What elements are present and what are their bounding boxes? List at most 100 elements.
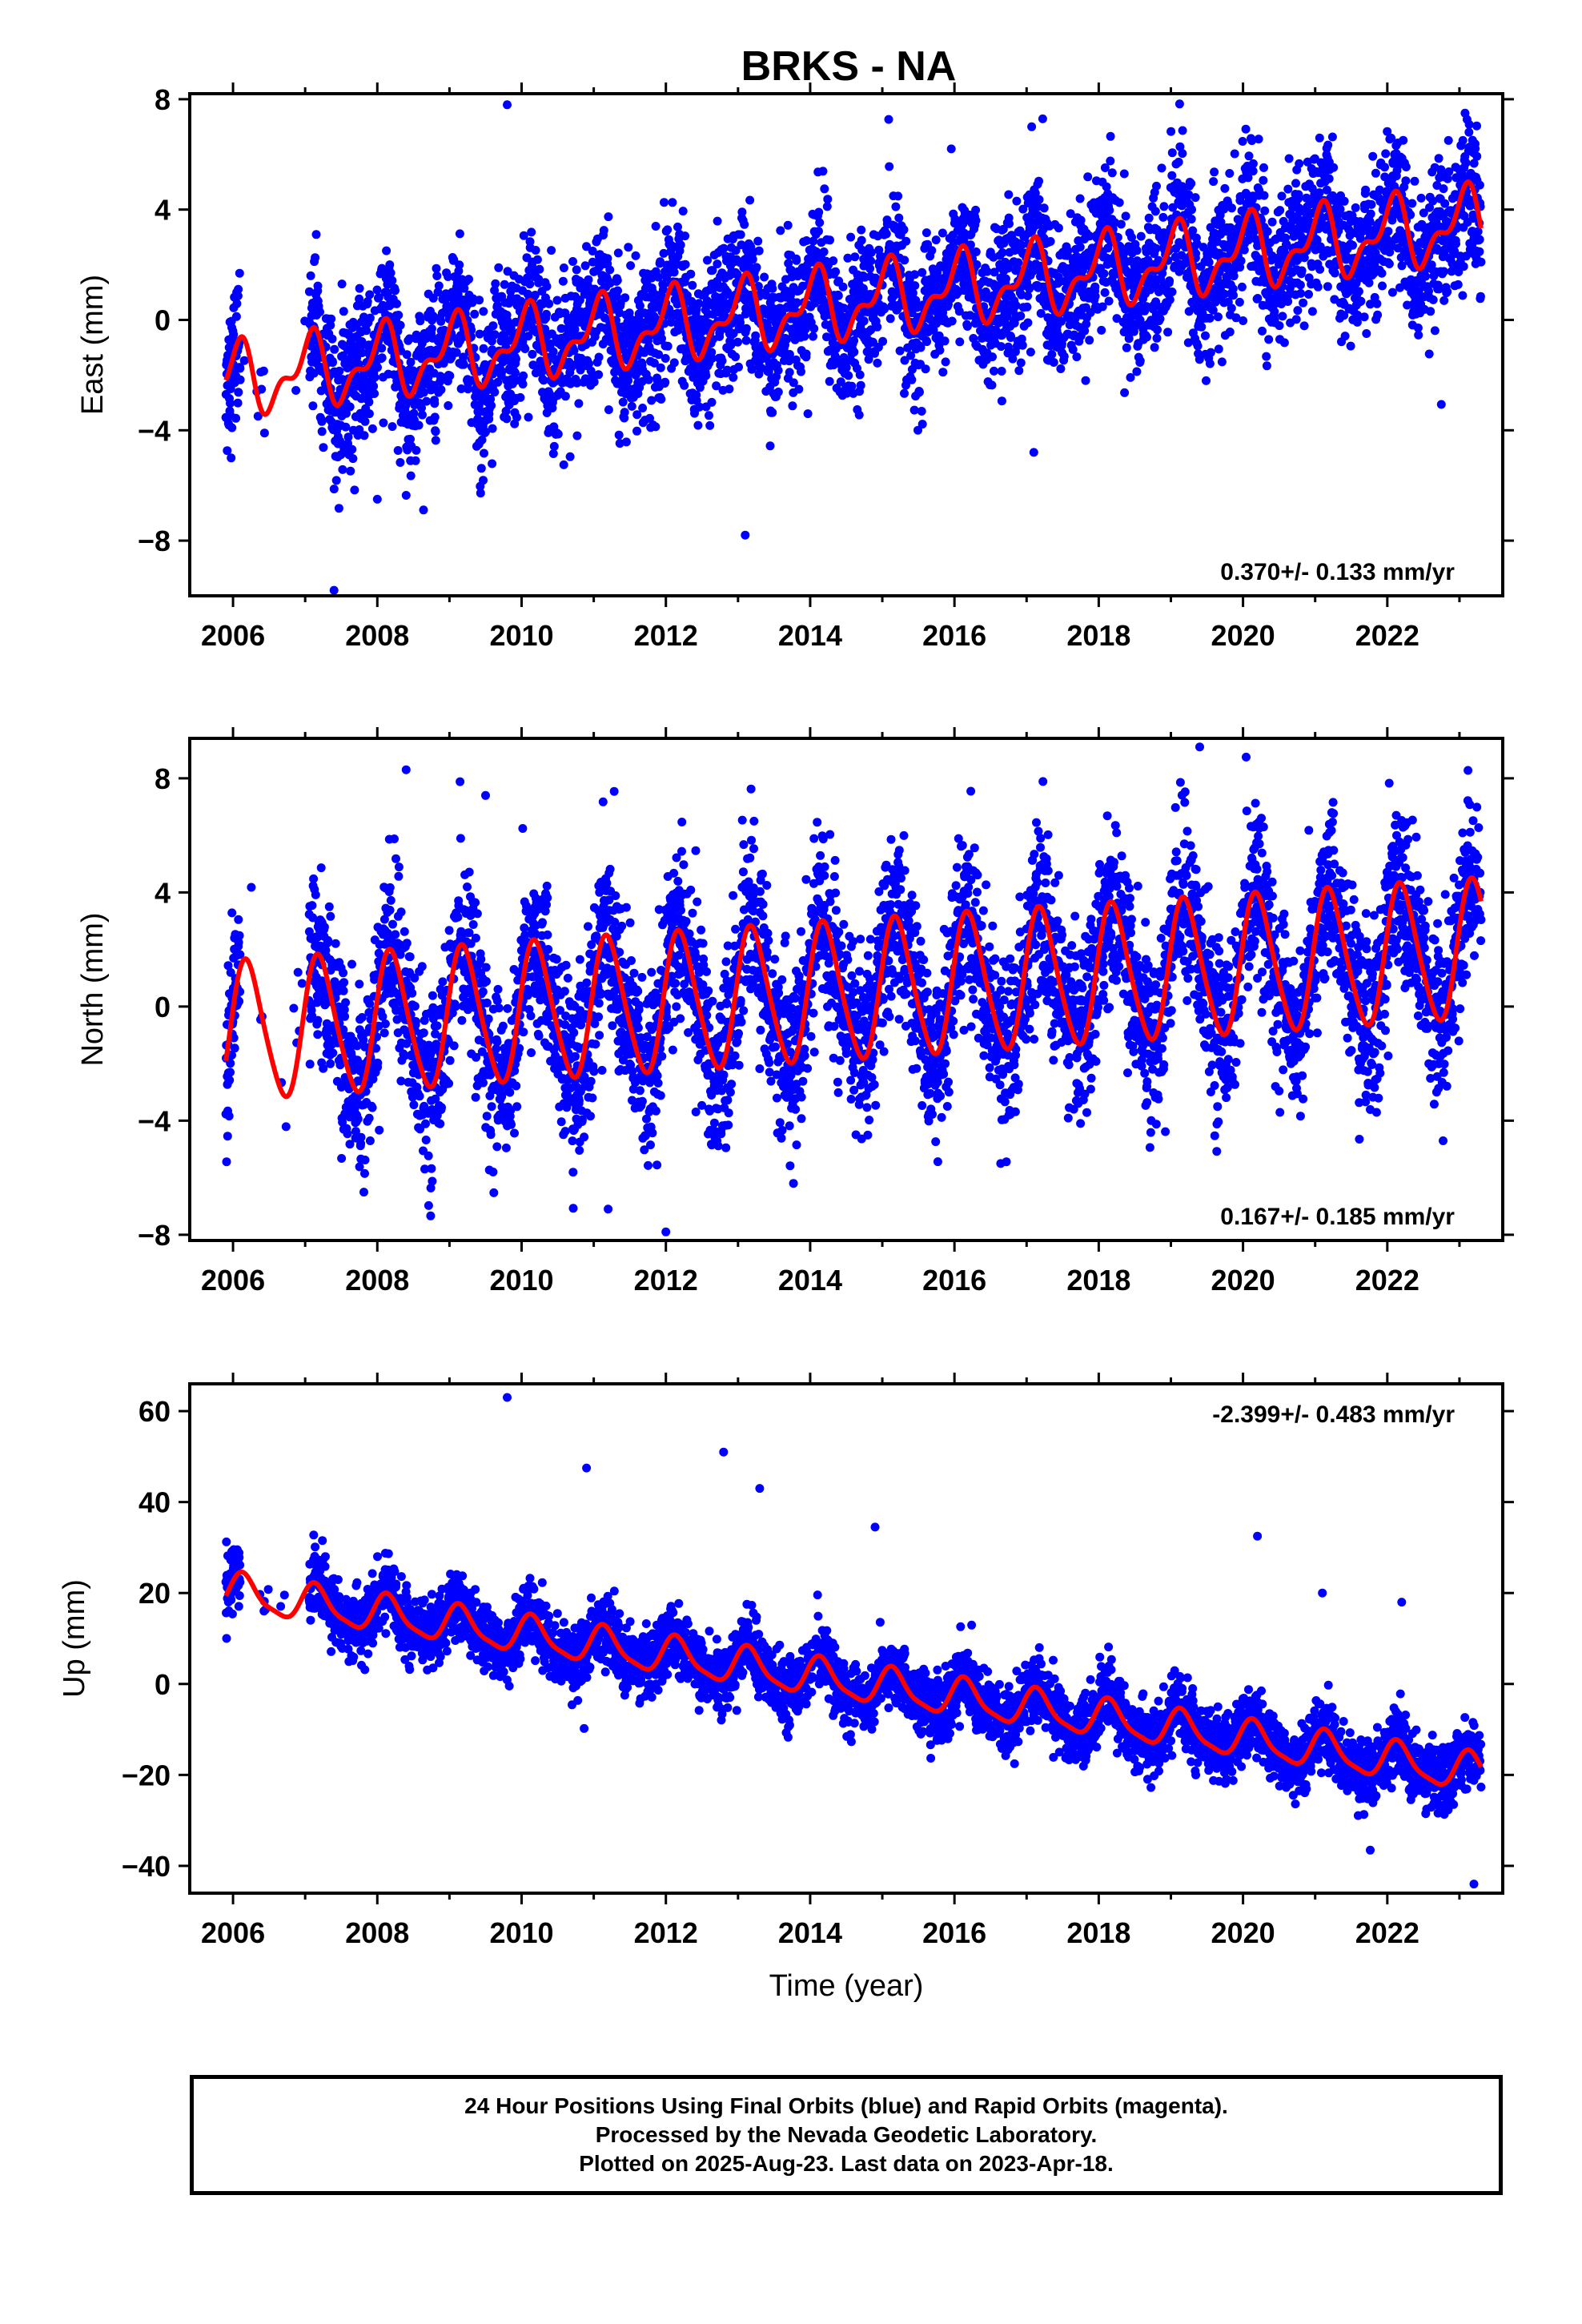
data-point xyxy=(693,420,703,430)
data-point xyxy=(406,357,416,367)
data-point xyxy=(1291,179,1300,188)
east-y-axis-label: East (mm) xyxy=(76,275,110,415)
data-point xyxy=(695,402,705,412)
x-tick-label: 2020 xyxy=(1211,619,1275,652)
data-point xyxy=(476,489,485,498)
data-point xyxy=(1038,114,1047,123)
data-point xyxy=(647,396,656,405)
data-point xyxy=(456,384,466,393)
x-tick-label: 2022 xyxy=(1355,619,1419,652)
data-point xyxy=(527,227,536,237)
east-panel: 2006 2008 2010 2012 2014 2016 2018 2020 2022−8−4… xyxy=(76,82,1514,652)
data-point xyxy=(584,275,593,284)
data-point xyxy=(464,275,473,284)
data-point xyxy=(1295,159,1304,168)
data-point xyxy=(347,444,357,454)
data-point xyxy=(705,420,715,430)
data-point xyxy=(582,242,591,251)
data-point xyxy=(335,436,345,446)
data-point xyxy=(938,368,948,377)
data-point xyxy=(382,246,391,255)
data-point xyxy=(385,260,395,270)
data-point xyxy=(1144,213,1154,223)
data-point xyxy=(921,364,930,374)
data-point xyxy=(594,370,604,380)
data-point xyxy=(259,428,269,438)
data-point xyxy=(428,312,438,321)
data-point xyxy=(644,375,653,384)
data-point xyxy=(1459,262,1468,271)
data-point xyxy=(614,430,624,440)
data-point xyxy=(773,388,783,396)
data-point xyxy=(1204,258,1214,267)
data-point xyxy=(1361,185,1371,195)
data-point xyxy=(419,505,428,515)
data-point xyxy=(402,350,412,360)
data-point xyxy=(222,1157,231,1167)
data-point xyxy=(1401,163,1411,171)
data-point xyxy=(1122,343,1131,352)
data-point xyxy=(1229,271,1239,281)
data-point xyxy=(752,263,761,272)
data-point xyxy=(1075,243,1085,251)
data-point xyxy=(1279,338,1289,348)
data-point xyxy=(547,246,556,255)
data-point xyxy=(1090,292,1100,301)
data-point xyxy=(1239,316,1248,325)
data-point xyxy=(1270,307,1279,316)
data-point xyxy=(809,332,817,341)
data-point xyxy=(803,409,813,419)
data-point xyxy=(569,346,579,356)
data-point xyxy=(1174,99,1184,109)
data-point xyxy=(455,260,464,270)
data-point xyxy=(369,381,379,391)
data-point xyxy=(1476,257,1486,267)
data-point xyxy=(1012,196,1022,206)
data-point xyxy=(645,413,654,423)
data-point xyxy=(1259,163,1268,172)
data-point xyxy=(1430,326,1439,336)
data-point xyxy=(712,381,721,391)
data-point xyxy=(1260,206,1270,215)
data-point xyxy=(559,460,568,469)
y-tick-label: −8 xyxy=(138,525,171,557)
data-point xyxy=(1227,304,1236,313)
data-point xyxy=(971,215,981,225)
data-point xyxy=(1464,127,1474,137)
data-point xyxy=(370,389,379,398)
data-point xyxy=(1297,266,1307,275)
data-point xyxy=(548,449,558,458)
y-tick-label: 8 xyxy=(155,83,171,116)
data-point xyxy=(317,427,327,436)
data-point xyxy=(854,410,864,420)
data-point xyxy=(705,411,713,420)
data-point xyxy=(801,349,811,359)
data-point xyxy=(1159,202,1169,211)
data-point xyxy=(1258,326,1267,336)
data-point xyxy=(1307,307,1317,316)
data-point xyxy=(1105,206,1114,215)
data-point xyxy=(659,280,668,290)
data-point xyxy=(813,227,823,236)
data-point xyxy=(503,267,512,276)
data-point xyxy=(1371,168,1380,178)
data-point xyxy=(1253,294,1263,303)
data-point xyxy=(405,334,414,344)
data-point xyxy=(396,320,405,330)
data-point xyxy=(971,205,981,215)
data-point xyxy=(534,275,544,284)
data-point xyxy=(520,344,530,353)
data-point xyxy=(1034,195,1044,204)
data-point xyxy=(572,431,582,440)
data-point xyxy=(624,376,633,385)
data-point xyxy=(233,292,243,300)
data-point xyxy=(317,416,327,426)
data-point xyxy=(328,358,337,368)
data-point xyxy=(1059,352,1069,361)
data-point xyxy=(339,307,348,316)
north-panel: 2006 2008 2010 2012 2014 2016 2018 2020 2022−8−4… xyxy=(76,727,1514,1297)
data-point xyxy=(962,322,972,331)
data-point xyxy=(414,420,424,430)
data-point xyxy=(1187,205,1196,215)
data-point xyxy=(971,247,981,256)
